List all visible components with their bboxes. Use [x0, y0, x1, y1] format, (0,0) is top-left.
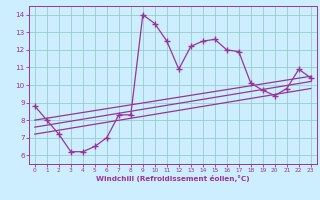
X-axis label: Windchill (Refroidissement éolien,°C): Windchill (Refroidissement éolien,°C) [96, 175, 250, 182]
